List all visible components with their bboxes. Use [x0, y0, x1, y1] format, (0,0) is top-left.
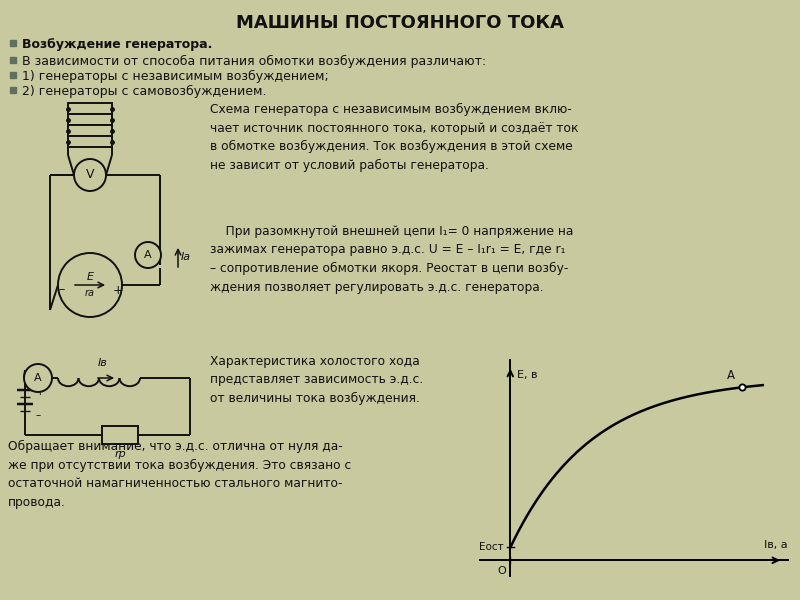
Circle shape [135, 242, 161, 268]
Bar [10, 57, 16, 63]
Bar [102, 426, 138, 444]
Circle shape [58, 253, 122, 317]
Text: Eост: Eост [479, 542, 504, 551]
Text: МАШИНЫ ПОСТОЯННОГО ТОКА: МАШИНЫ ПОСТОЯННОГО ТОКА [236, 14, 564, 32]
Text: Характеристика холостого хода
представляет зависимость э.д.с.
от величины тока в: Характеристика холостого хода представля… [210, 355, 423, 405]
Text: –: – [36, 410, 42, 420]
Text: Iв, a: Iв, a [763, 541, 787, 550]
Text: O: O [497, 566, 506, 576]
Circle shape [24, 364, 52, 392]
Text: A: A [144, 250, 152, 260]
Text: Возбуждение генератора.: Возбуждение генератора. [22, 38, 212, 51]
Text: V: V [86, 169, 94, 181]
Text: E: E [86, 272, 94, 282]
Text: Обращает внимание, что э.д.с. отлична от нуля да-
же при отсутствии тока возбужд: Обращает внимание, что э.д.с. отлична от… [8, 440, 351, 509]
Text: Iа: Iа [181, 252, 191, 262]
Text: rр: rр [114, 449, 126, 459]
Bar [68, 114, 112, 125]
Text: E, в: E, в [517, 370, 537, 380]
Text: A: A [34, 373, 42, 383]
Text: +: + [36, 387, 45, 397]
Text: 2) генераторы с самовозбуждением.: 2) генераторы с самовозбуждением. [22, 85, 266, 98]
Text: 1) генераторы с независимым возбуждением;: 1) генераторы с независимым возбуждением… [22, 70, 329, 83]
Bar [68, 125, 112, 136]
Text: +: + [113, 283, 123, 296]
Bar [10, 72, 16, 78]
Text: Схема генератора с независимым возбуждением вклю-
чает источник постоянного тока: Схема генератора с независимым возбужден… [210, 103, 578, 172]
Text: rа: rа [85, 288, 95, 298]
Bar [68, 136, 112, 147]
Text: –: – [59, 283, 65, 296]
Bar [10, 40, 16, 46]
Bar [68, 103, 112, 114]
Text: При разомкнутой внешней цепи I₁= 0 напряжение на
зажимах генератора равно э.д.с.: При разомкнутой внешней цепи I₁= 0 напря… [210, 225, 574, 293]
Circle shape [74, 159, 106, 191]
Bar [10, 87, 16, 93]
Text: Iв: Iв [98, 358, 108, 368]
Text: A: A [727, 370, 735, 382]
Text: В зависимости от способа питания обмотки возбуждения различают:: В зависимости от способа питания обмотки… [22, 55, 486, 68]
